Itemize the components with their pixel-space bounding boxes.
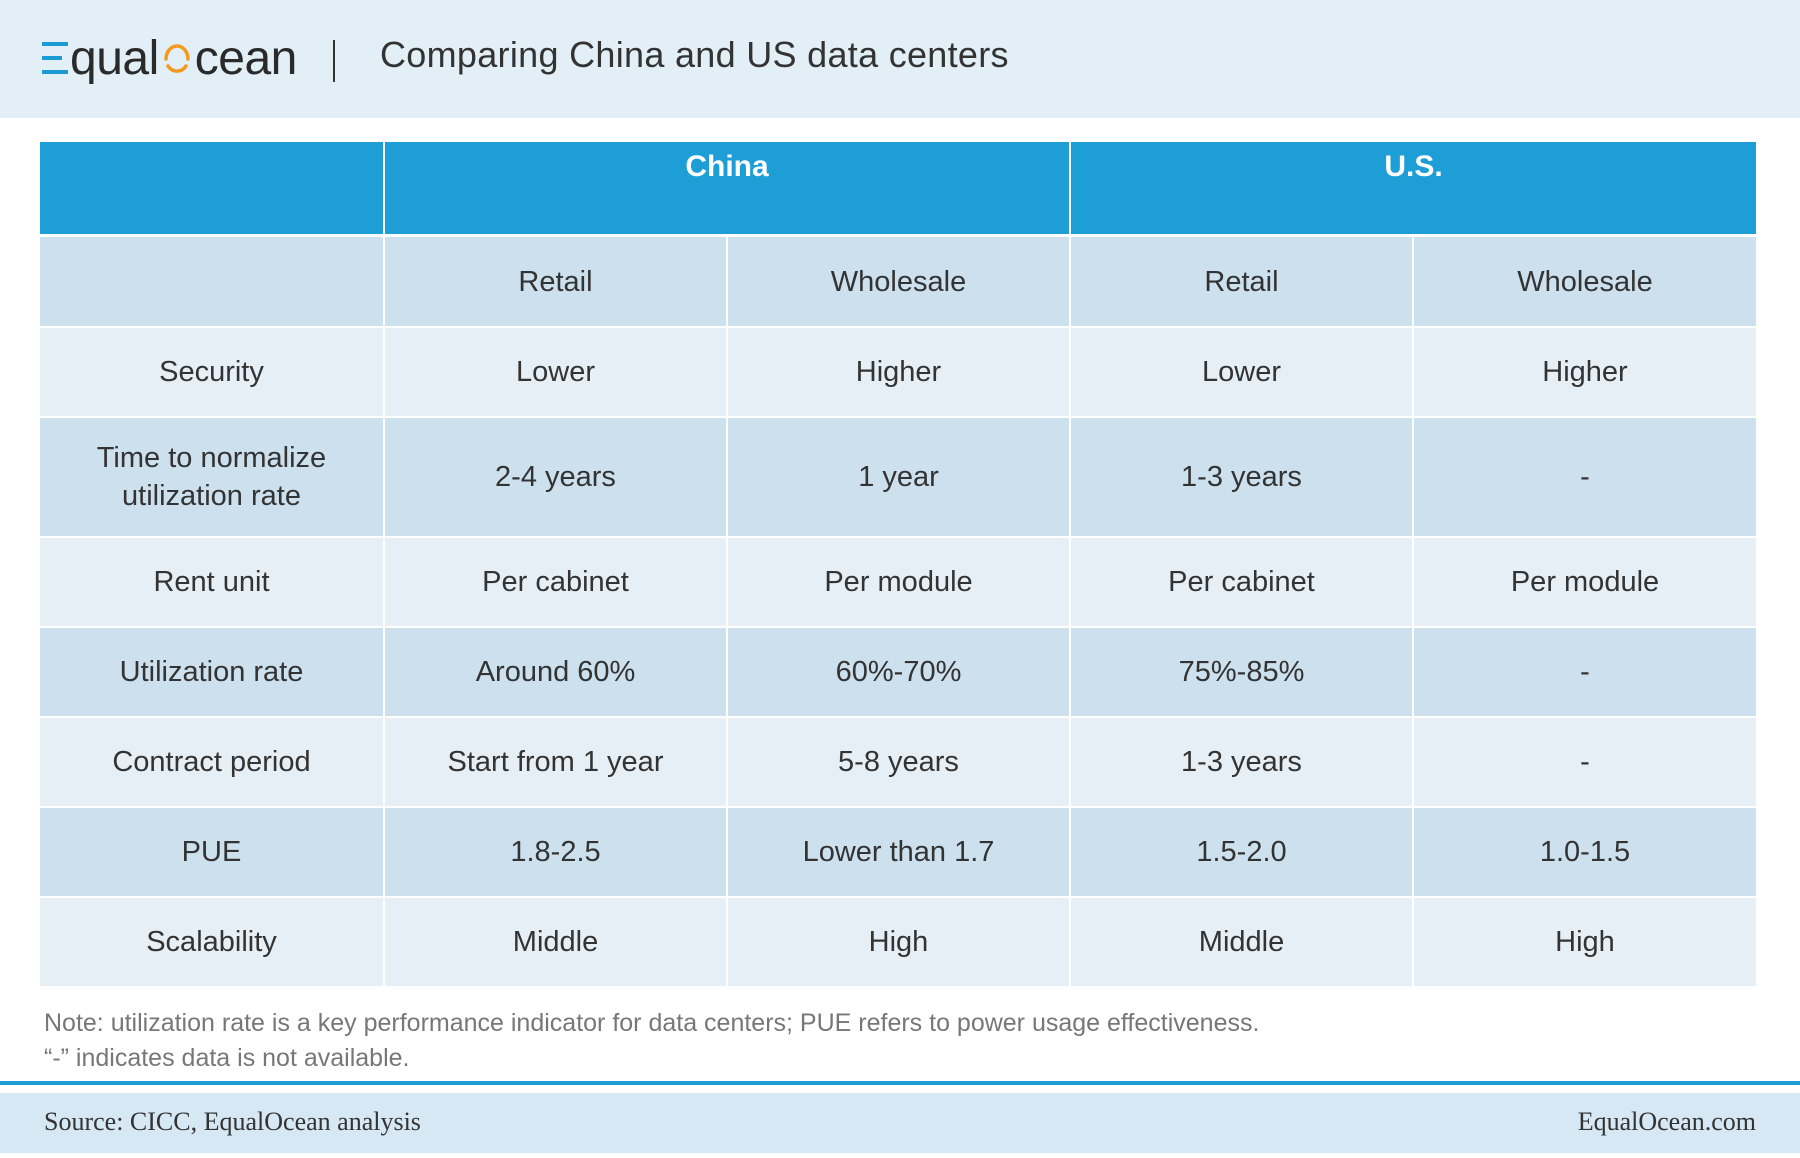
table-cell: - bbox=[1413, 417, 1757, 538]
row-label: Security bbox=[40, 327, 385, 418]
page-header: qual cean Comparing China and US data ce… bbox=[0, 0, 1800, 118]
table-cell: Lower bbox=[1070, 327, 1414, 418]
table-row: Scalability Middle High Middle High bbox=[40, 897, 1757, 988]
equalocean-logo[interactable]: qual cean bbox=[42, 30, 297, 86]
row-label: Utilization rate bbox=[40, 627, 385, 718]
table-cell: Per cabinet bbox=[384, 537, 728, 628]
table-row: PUE 1.8-2.5 Lower than 1.7 1.5-2.0 1.0-1… bbox=[40, 807, 1757, 898]
table-row: Time to normalize utilization rate 2-4 y… bbox=[40, 417, 1757, 538]
table-cell: 1.8-2.5 bbox=[384, 807, 728, 898]
table-cell: 60%-70% bbox=[727, 627, 1071, 718]
table-cell: - bbox=[1413, 627, 1757, 718]
table-cell: 1 year bbox=[727, 417, 1071, 538]
table-cell: - bbox=[1413, 717, 1757, 808]
table-cell: Per module bbox=[727, 537, 1071, 628]
table-cell: Lower bbox=[384, 327, 728, 418]
table-row: Utilization rate Around 60% 60%-70% 75%-… bbox=[40, 627, 1757, 718]
table-row: Security Lower Higher Lower Higher bbox=[40, 327, 1757, 418]
source-text: Source: CICC, EqualOcean analysis bbox=[44, 1107, 421, 1136]
page-footer: Source: CICC, EqualOcean analysis EqualO… bbox=[0, 1093, 1800, 1153]
table-cell: Per cabinet bbox=[1070, 537, 1414, 628]
header-divider bbox=[333, 40, 335, 82]
logo-text-left: qual bbox=[70, 31, 159, 85]
row-label: Scalability bbox=[40, 897, 385, 988]
note-line-1: Note: utilization rate is a key performa… bbox=[44, 1009, 1260, 1037]
table-row: Contract period Start from 1 year 5-8 ye… bbox=[40, 717, 1757, 808]
table-cell: 1.0-1.5 bbox=[1413, 807, 1757, 898]
table-cell: 75%-85% bbox=[1070, 627, 1414, 718]
table-group-header-row: China U.S. bbox=[40, 142, 1757, 237]
table-cell: High bbox=[727, 897, 1071, 988]
group-header-us: U.S. bbox=[1070, 142, 1757, 237]
table-cell: Middle bbox=[384, 897, 728, 988]
subheader-empty bbox=[40, 235, 385, 328]
note-line-2: “-” indicates data is not available. bbox=[44, 1044, 410, 1072]
table-cell: Middle bbox=[1070, 897, 1414, 988]
subheader-us-wholesale: Wholesale bbox=[1413, 235, 1757, 328]
logo-e-mark-icon bbox=[42, 36, 68, 80]
comparison-table: China U.S. Retail Wholesale Retail Whole… bbox=[40, 142, 1757, 988]
subheader-china-wholesale: Wholesale bbox=[727, 235, 1071, 328]
subheader-china-retail: Retail bbox=[384, 235, 728, 328]
logo-o-mark-icon bbox=[164, 44, 190, 73]
table-row: Rent unit Per cabinet Per module Per cab… bbox=[40, 537, 1757, 628]
footer-divider bbox=[0, 1081, 1800, 1085]
group-header-empty bbox=[40, 142, 385, 237]
table-cell: Per module bbox=[1413, 537, 1757, 628]
table-cell: 1.5-2.0 bbox=[1070, 807, 1414, 898]
table-cell: Lower than 1.7 bbox=[727, 807, 1071, 898]
group-header-china: China bbox=[384, 142, 1071, 237]
row-label: Time to normalize utilization rate bbox=[40, 417, 385, 538]
table-notes: Note: utilization rate is a key performa… bbox=[44, 1006, 1259, 1076]
table-cell: 1-3 years bbox=[1070, 717, 1414, 808]
page-title: Comparing China and US data centers bbox=[380, 34, 1009, 75]
logo-text-right: cean bbox=[194, 31, 298, 85]
table-cell: 1-3 years bbox=[1070, 417, 1414, 538]
table-cell: Higher bbox=[727, 327, 1071, 418]
row-label: Contract period bbox=[40, 717, 385, 808]
site-link[interactable]: EqualOcean.com bbox=[1577, 1107, 1756, 1136]
subheader-us-retail: Retail bbox=[1070, 235, 1414, 328]
table-cell: 2-4 years bbox=[384, 417, 728, 538]
row-label: Rent unit bbox=[40, 537, 385, 628]
row-label: PUE bbox=[40, 807, 385, 898]
table-subheader-row: Retail Wholesale Retail Wholesale bbox=[40, 235, 1757, 328]
table-cell: 5-8 years bbox=[727, 717, 1071, 808]
table-cell: Higher bbox=[1413, 327, 1757, 418]
table-cell: Start from 1 year bbox=[384, 717, 728, 808]
table-cell: Around 60% bbox=[384, 627, 728, 718]
table-cell: High bbox=[1413, 897, 1757, 988]
